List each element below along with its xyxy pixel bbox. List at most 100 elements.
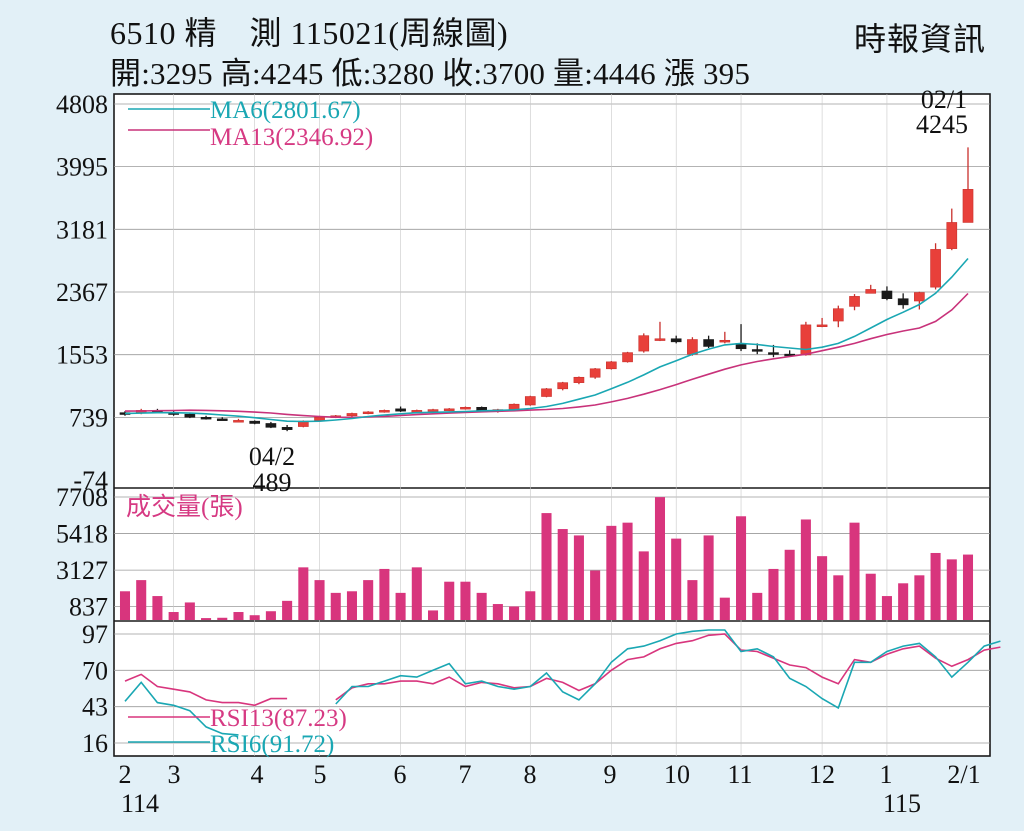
rsi-lines bbox=[124, 629, 1001, 736]
volume-bar bbox=[849, 522, 860, 620]
volume-bar bbox=[881, 596, 892, 620]
volume-bar bbox=[817, 556, 828, 620]
chart-title: 6510 精 測 115021(周線圖) bbox=[110, 15, 509, 51]
candle-body bbox=[638, 335, 650, 352]
candle-body bbox=[573, 376, 585, 383]
price-tick-label: -74 bbox=[73, 466, 108, 495]
rsi-tick-label: 70 bbox=[82, 656, 108, 685]
volume-bar bbox=[282, 600, 293, 620]
year-label: 115 bbox=[883, 789, 921, 818]
volume-bar bbox=[800, 519, 811, 620]
volume-bar bbox=[525, 591, 536, 620]
volume-bar bbox=[736, 516, 747, 620]
volume-bar bbox=[168, 612, 179, 620]
candle-body bbox=[427, 409, 439, 412]
volume-bar bbox=[752, 592, 763, 620]
legend-rsi6-label: RSI6(91.72) bbox=[210, 731, 334, 758]
volume-bar bbox=[962, 554, 974, 620]
candle-body bbox=[703, 339, 714, 347]
x-tick-label: 2/1 bbox=[947, 760, 980, 789]
volume-bar bbox=[719, 597, 730, 620]
price-tick-label: 4808 bbox=[56, 90, 108, 119]
volume-bar bbox=[865, 573, 876, 620]
volume-bar bbox=[444, 581, 455, 620]
candle-body bbox=[362, 411, 374, 415]
volume-bar bbox=[654, 497, 666, 620]
candle-body bbox=[524, 396, 536, 406]
volume-bar bbox=[492, 604, 503, 620]
candle-body bbox=[751, 349, 763, 352]
high-annotation-value: 4245 bbox=[916, 110, 968, 139]
low-annotation-value: 489 bbox=[253, 468, 292, 497]
volume-bar bbox=[638, 551, 649, 620]
candle-body bbox=[832, 308, 844, 322]
rsi13-line bbox=[124, 633, 1001, 707]
high-annotation-date: 02/1 bbox=[921, 85, 967, 114]
candle-body bbox=[200, 417, 212, 420]
volume-bar bbox=[784, 549, 795, 620]
candle-body bbox=[476, 406, 487, 411]
ma6-line bbox=[124, 257, 969, 423]
price-tick-label: 2367 bbox=[56, 278, 108, 307]
volume-bar bbox=[687, 580, 698, 620]
rsi-tick-label: 16 bbox=[82, 729, 108, 758]
x-tick-label: 7 bbox=[459, 760, 472, 789]
volume-bar bbox=[217, 617, 228, 620]
candle-body bbox=[962, 189, 974, 223]
volume-bar bbox=[330, 592, 341, 620]
volume-bar bbox=[573, 535, 584, 620]
candle-body bbox=[184, 413, 196, 418]
x-tick-label: 4 bbox=[251, 760, 264, 789]
volume-bar bbox=[346, 591, 357, 620]
volume-tick-label: 3127 bbox=[56, 556, 108, 585]
rsi-tick-label: 43 bbox=[82, 693, 108, 722]
candle-body bbox=[216, 418, 228, 421]
volume-bar bbox=[557, 529, 568, 620]
price-tick-label: 3995 bbox=[56, 153, 108, 182]
volume-bar bbox=[298, 567, 309, 620]
price-tick-label: 1553 bbox=[56, 341, 108, 370]
candle-body bbox=[622, 352, 633, 363]
candle-body bbox=[249, 420, 261, 424]
candle-body bbox=[670, 338, 682, 343]
volume-bar bbox=[314, 580, 325, 620]
x-gridlines bbox=[173, 94, 888, 756]
x-tick-label: 1 bbox=[880, 760, 893, 789]
gridlines bbox=[114, 103, 990, 744]
volume-bar bbox=[411, 567, 422, 620]
moving-average-lines bbox=[124, 257, 969, 423]
volume-bar bbox=[930, 552, 941, 620]
candle-body bbox=[281, 427, 293, 430]
volume-tick-label: 7708 bbox=[56, 483, 108, 512]
volume-tick-label: 837 bbox=[69, 593, 108, 622]
volume-bar bbox=[768, 568, 779, 620]
chart-header: 6510 精 測 115021(周線圖) 開:3295 高:4245 低:328… bbox=[0, 0, 1024, 92]
candle-body bbox=[314, 417, 325, 421]
volume-bar bbox=[622, 522, 633, 620]
rsi-tick-label: 97 bbox=[82, 620, 108, 649]
volume-bar bbox=[395, 592, 406, 620]
price-tick-label: 3181 bbox=[56, 215, 108, 244]
volume-bar bbox=[509, 606, 520, 620]
year-label: 114 bbox=[121, 789, 159, 818]
volume-bar bbox=[898, 583, 909, 620]
candle-body bbox=[557, 382, 569, 390]
ma13-line bbox=[124, 292, 969, 419]
volume-bar bbox=[119, 591, 131, 620]
candle-body bbox=[346, 413, 358, 417]
volume-bar bbox=[363, 580, 374, 620]
x-tick-label: 8 bbox=[524, 760, 537, 789]
volume-bar bbox=[914, 575, 925, 620]
candle-body bbox=[881, 290, 893, 300]
volume-bar bbox=[233, 612, 244, 620]
low-annotation-date: 04/2 bbox=[249, 442, 295, 471]
candle-body bbox=[816, 324, 828, 327]
volume-bar bbox=[946, 559, 957, 620]
x-tick-label: 9 bbox=[604, 760, 617, 789]
candle-body bbox=[460, 406, 471, 410]
volume-bar bbox=[201, 618, 212, 620]
data-source: 時報資訊 bbox=[853, 21, 986, 57]
